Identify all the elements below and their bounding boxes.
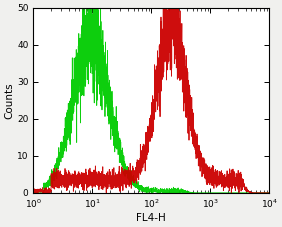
X-axis label: FL4-H: FL4-H (136, 213, 166, 223)
Y-axis label: Counts: Counts (4, 82, 14, 118)
